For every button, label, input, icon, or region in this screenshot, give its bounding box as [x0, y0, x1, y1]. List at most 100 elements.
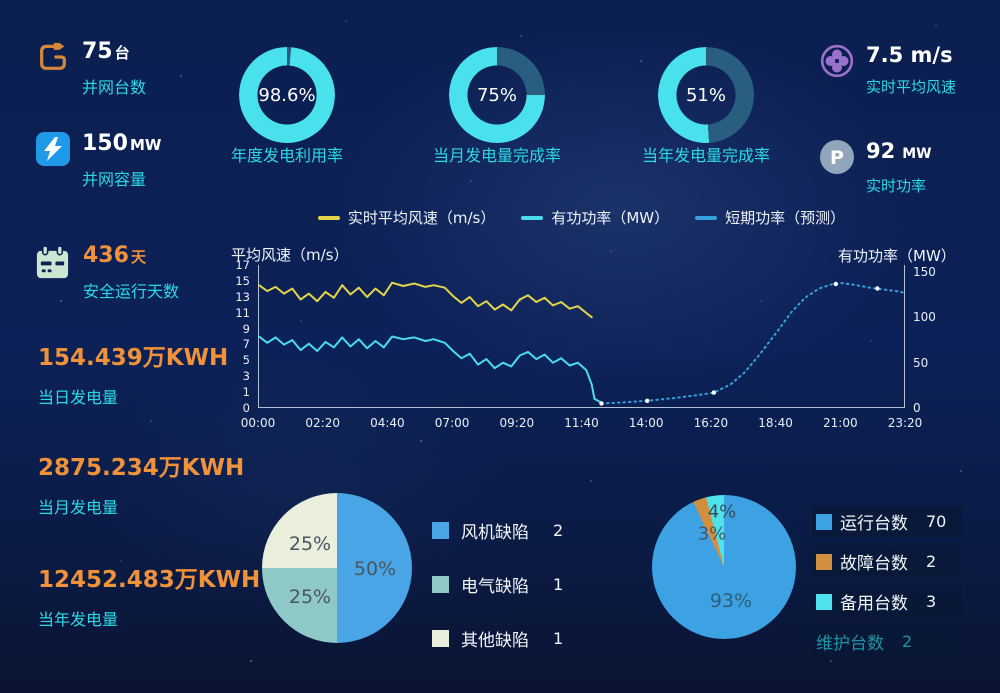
axis-tick: 18:40: [746, 416, 806, 430]
axis-tick: 17: [204, 258, 250, 272]
axis-tick: 7: [204, 337, 250, 351]
donut-annual-utilization: 98.6%: [239, 47, 335, 143]
donut-month-completion: 75%: [449, 47, 545, 143]
axis-tick: 02:20: [293, 416, 353, 430]
axis-tick: 3: [204, 369, 250, 383]
stat-grid-units: 75 台 并网台数: [36, 40, 146, 98]
forecast-marker: [599, 401, 603, 405]
pie-legend-item[interactable]: 备用台数 3: [812, 586, 962, 617]
yearly-generation-label: 当年发电量: [38, 606, 260, 630]
legend-value: 1: [553, 629, 563, 648]
series-wind: [259, 283, 592, 318]
axis-tick: 50: [913, 356, 953, 370]
legend-swatch: [816, 514, 832, 530]
pie-legend-item-deselected[interactable]: 维护台数 2: [812, 626, 962, 657]
legend-label: 风机缺陷: [461, 518, 529, 543]
axis-tick: 00:00: [228, 416, 288, 430]
legend-value: 2: [902, 632, 930, 651]
legend-label: 备用台数: [840, 589, 908, 614]
axis-tick: 11:40: [552, 416, 612, 430]
legend-label: 实时平均风速（m/s）: [348, 207, 495, 228]
legend-label: 其他缺陷: [461, 626, 529, 651]
legend-item[interactable]: 短期功率（预测）: [695, 207, 845, 228]
legend-swatch: [432, 630, 449, 647]
axis-tick: 1: [204, 385, 250, 399]
pie-legend-item[interactable]: 电气缺陷 1: [432, 572, 563, 597]
legend-item[interactable]: 实时平均风速（m/s）: [318, 207, 495, 228]
realtime-wind-label: 实时平均风速: [866, 76, 956, 97]
unit-status-pie-chart[interactable]: 93% 3% 4%: [652, 495, 796, 639]
pie-legend-item[interactable]: 运行台数 70: [812, 506, 962, 537]
stat-realtime-wind: 7.5 m/s 实时平均风速: [820, 44, 956, 97]
power-p-icon: P: [820, 140, 854, 174]
axis-tick: 0: [204, 401, 250, 415]
plug-cable-icon: [36, 40, 70, 74]
axis-tick: 11: [204, 306, 250, 320]
line-chart-legend: 实时平均风速（m/s） 有功功率（MW） 短期功率（预测）: [258, 207, 905, 228]
pie-legend-item[interactable]: 其他缺陷 1: [432, 626, 563, 651]
legend-item[interactable]: 有功功率（MW）: [521, 207, 669, 228]
stat-daily-generation: 154.439万KWH 当日发电量: [38, 338, 228, 408]
safe-days-value: 436 天: [83, 244, 179, 269]
grid-units-label: 并网台数: [82, 74, 146, 98]
stat-safe-days: 436 天 安全运行天数: [34, 244, 179, 302]
wind-farm-dashboard: 75 台 并网台数 150 MW 并网容量 436 天 安全运行天数 154.4: [0, 0, 1000, 693]
legend-swatch: [816, 594, 832, 610]
monthly-generation-value: 2875.234万KWH: [38, 448, 244, 482]
pie-slice-label: 25%: [289, 586, 331, 608]
axis-tick: 5: [204, 353, 250, 367]
donut-year-completion-label: 当年发电量完成率: [596, 142, 816, 166]
legend-value: 1: [553, 575, 563, 594]
axis-tick: 23:20: [875, 416, 935, 430]
stat-realtime-power: P 92 MW 实时功率: [820, 140, 932, 196]
legend-value: 70: [926, 512, 954, 531]
daily-generation-value: 154.439万KWH: [38, 338, 228, 372]
lightning-icon: [36, 132, 70, 166]
legend-label: 维护台数: [816, 629, 884, 654]
axis-tick: 14:00: [616, 416, 676, 430]
forecast-marker: [875, 286, 879, 290]
realtime-power-label: 实时功率: [866, 175, 932, 196]
line-chart-plot-area[interactable]: [258, 265, 905, 408]
donut-percent: 98.6%: [239, 47, 335, 143]
legend-value: 2: [926, 552, 954, 571]
axis-tick: 21:00: [810, 416, 870, 430]
legend-label: 电气缺陷: [461, 572, 529, 597]
forecast-marker: [834, 282, 838, 286]
pie-slice-label: 4%: [708, 502, 737, 523]
axis-tick: 100: [913, 310, 953, 324]
yearly-generation-value: 12452.483万KWH: [38, 560, 260, 594]
defect-pie-legend: 风机缺陷 2 电气缺陷 1 其他缺陷 1: [432, 518, 563, 651]
forecast-marker: [645, 399, 649, 403]
grid-capacity-label: 并网容量: [82, 166, 161, 190]
stat-monthly-generation: 2875.234万KWH 当月发电量: [38, 448, 244, 518]
axis-tick: 13: [204, 290, 250, 304]
pie-slice-label: 93%: [710, 590, 752, 612]
axis-tick: 0: [913, 401, 953, 415]
legend-label: 短期功率（预测）: [725, 207, 845, 228]
defect-pie-chart[interactable]: 50% 25% 25%: [262, 493, 412, 643]
pie-legend-item[interactable]: 风机缺陷 2: [432, 518, 563, 543]
fan-icon: [820, 44, 854, 78]
donut-month-completion-label: 当月发电量完成率: [387, 142, 607, 166]
realtime-power-value: 92 MW: [866, 140, 932, 166]
grid-units-value: 75 台: [82, 40, 146, 65]
right-axis-title: 有功功率（MW）: [838, 245, 956, 266]
series-forecast: [602, 283, 906, 403]
legend-swatch: [318, 216, 340, 220]
legend-label: 故障台数: [840, 549, 908, 574]
legend-value: 3: [926, 592, 954, 611]
pie-slice-label: 50%: [354, 558, 396, 580]
donut-year-completion: 51%: [658, 47, 754, 143]
axis-tick: 15: [204, 274, 250, 288]
axis-tick: 09:20: [487, 416, 547, 430]
legend-swatch: [432, 522, 449, 539]
pie-legend-item[interactable]: 故障台数 2: [812, 546, 962, 577]
legend-value: 2: [553, 521, 563, 540]
legend-swatch: [816, 554, 832, 570]
svg-text:P: P: [830, 147, 844, 169]
grid-capacity-value: 150 MW: [82, 132, 161, 157]
daily-generation-label: 当日发电量: [38, 384, 228, 408]
axis-tick: 16:20: [681, 416, 741, 430]
unit-status-pie-legend: 运行台数 70 故障台数 2 备用台数 3 维护台数 2: [812, 506, 962, 657]
